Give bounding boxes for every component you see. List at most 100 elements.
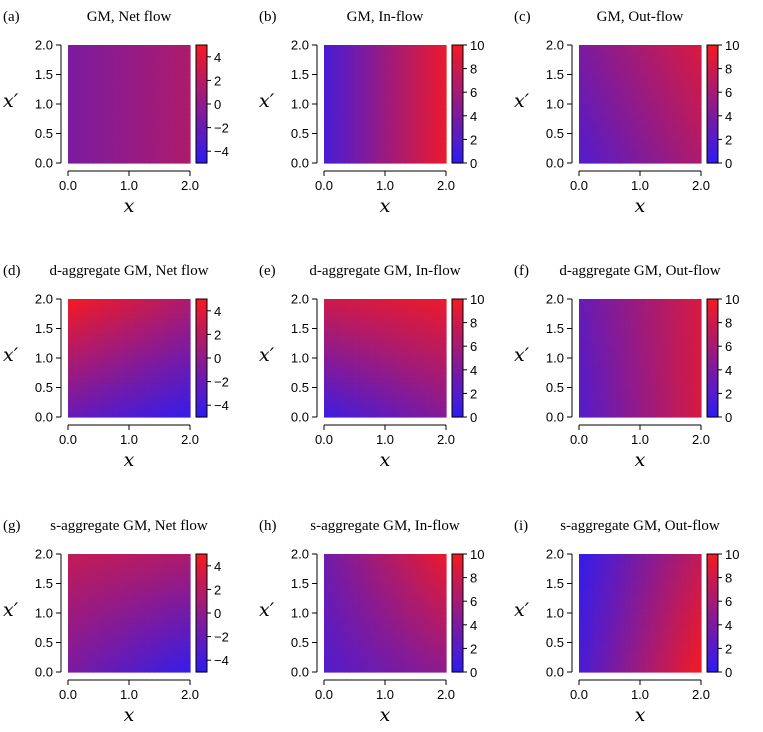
heatmap-cell [420,333,427,339]
heatmap-cell [68,108,74,115]
heatmap-cell [430,108,437,115]
heatmap-cell [640,45,646,51]
heatmap-cell [670,74,677,81]
heatmap-cell [395,153,401,159]
heatmap-cell [83,299,89,305]
x-axis-label: x [380,195,391,217]
heatmap-cell [174,578,181,585]
heatmap-cell [400,143,406,149]
heatmap-cell [149,622,156,629]
heatmap-cell [154,372,161,379]
heatmap-cell [400,308,406,315]
heatmap-cell [174,657,181,663]
heatmap-cell [624,333,631,339]
heatmap-cell [88,94,95,100]
heatmap-cell [184,377,191,384]
heatmap-cell [149,64,156,71]
heatmap-cell [184,362,191,369]
heatmap-cell [93,59,100,66]
heatmap-cell [405,143,412,149]
heatmap-cell [604,89,611,95]
heatmap-cell [134,128,140,135]
heatmap-cell [179,642,186,649]
colorbar-segment [452,145,463,149]
x-tick-label: 0.0 [315,178,333,193]
heatmap-cell [113,568,120,575]
heatmap-cell [134,608,140,614]
heatmap-cell [359,313,366,320]
heatmap-cell [129,392,135,398]
heatmap-cell [440,108,447,115]
heatmap-cell [359,593,366,599]
heatmap-cell [374,578,381,585]
heatmap-cell [123,358,130,364]
heatmap-cell [415,397,422,403]
heatmap-cell [113,323,120,330]
heatmap-cell [103,348,110,354]
heatmap-cell [334,59,340,66]
colorbar-segment [707,127,718,132]
heatmap-cell [655,84,661,90]
heatmap-cell [144,153,150,159]
heatmap-cell [113,333,120,339]
heatmap-cell [624,113,631,120]
heatmap-cell [604,343,611,349]
heatmap-cell [83,54,89,61]
colorbar-segment [452,334,463,338]
heatmap-cell [154,54,161,61]
heatmap-cell [123,608,130,614]
heatmap-cell [634,358,641,364]
heatmap-cell [385,407,391,413]
y-tick-label: 0.5 [35,380,53,395]
heatmap-cell [68,303,74,310]
heatmap-cell [374,89,381,95]
colorbar-segment [196,310,207,315]
panel-title: GM, Net flow [87,9,172,25]
heatmap-cell [134,59,140,66]
heatmap-cell [144,613,150,619]
heatmap-cell [614,367,621,374]
heatmap-cell [149,338,156,344]
heatmap-cell [395,407,401,413]
heatmap-cell [334,318,340,325]
heatmap-cell [169,353,176,359]
heatmap-cell [420,377,427,384]
heatmap-cell [123,148,130,154]
heatmap-cell [68,118,74,125]
heatmap-cell [364,99,371,105]
heatmap-cell [645,348,651,354]
heatmap-cell [349,338,356,344]
colorbar-segment [196,121,207,126]
heatmap-cell [420,113,427,120]
heatmap-cell [164,84,171,90]
heatmap-cell [374,133,381,140]
heatmap-cell [645,49,651,56]
heatmap-cell [349,138,356,144]
heatmap-cell [675,372,682,379]
heatmap-cell [395,622,401,629]
colorbar-segment [196,104,207,108]
heatmap-cell [364,652,371,658]
heatmap-cell [655,328,661,335]
heatmap-cell [430,362,437,369]
heatmap-cell [359,583,366,590]
heatmap-cell [594,303,600,310]
colorbar-tick-label: 2 [470,386,477,401]
heatmap-cell [440,308,447,315]
heatmap-cell [139,622,145,629]
heatmap-cell [395,353,401,359]
heatmap-cell [83,627,89,634]
heatmap-cell [364,45,371,51]
heatmap-cell [369,133,376,140]
heatmap-cell [179,382,186,389]
heatmap-cell [604,148,611,154]
heatmap-cell [174,554,181,560]
colorbar-segment [707,325,718,330]
heatmap-cell [385,143,391,149]
heatmap-cell [609,84,616,90]
heatmap-cell [604,333,611,339]
heatmap-cell [405,367,412,374]
heatmap-cell [349,99,356,105]
heatmap-cell [695,69,702,76]
heatmap-cell [324,642,330,649]
